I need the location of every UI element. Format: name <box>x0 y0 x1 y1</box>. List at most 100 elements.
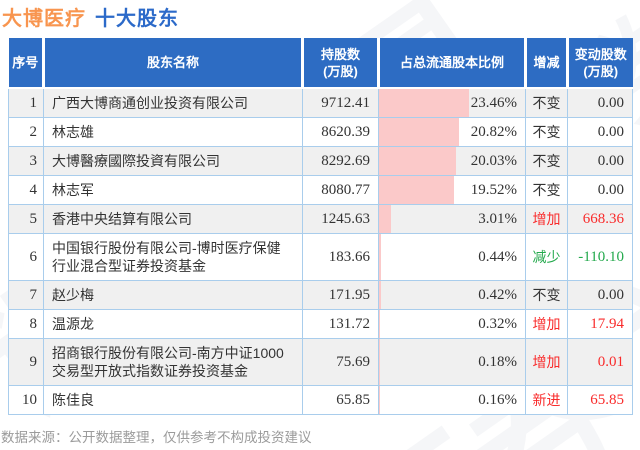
pct-data-bar <box>379 89 469 117</box>
pct-value: 0.32% <box>478 316 517 332</box>
shareholder-name-cell: 林志雄 <box>43 117 303 147</box>
pct-value: 20.82% <box>470 124 517 140</box>
shares-held-cell: 65.85 <box>302 385 379 415</box>
shares-changed-cell: 17.94 <box>567 309 633 339</box>
shareholder-name-cell: 大博醫療國際投資有限公司 <box>43 146 303 176</box>
shareholder-row: 6 中国银行股份有限公司-博时医疗保健行业混合型证券投资基金 183.66 0.… <box>8 233 633 281</box>
change-direction-cell: 新进 <box>525 385 568 415</box>
shareholder-name-cell: 林志军 <box>43 175 303 205</box>
shareholder-row: 2 林志雄 8620.39 20.82% 不变 0.00 <box>8 117 633 147</box>
shareholder-table: 序号 股东名称 持股数 (万股) 占总流通股本比例 增减 变动股数 (万股) 1… <box>8 38 633 415</box>
pct-value: 19.52% <box>470 182 517 198</box>
shares-changed-cell: 668.36 <box>567 204 633 234</box>
shares-changed-cell: 0.00 <box>567 87 633 118</box>
data-source-note: 数据来源：公开数据整理，仅供参考不构成投资建议 <box>1 430 312 445</box>
pct-of-float-cell: 20.82% <box>378 117 526 147</box>
shares-held-cell: 171.95 <box>302 280 379 310</box>
rank-cell: 5 <box>8 204 44 234</box>
pct-data-bar <box>379 234 381 280</box>
table-header: 序号 股东名称 持股数 (万股) 占总流通股本比例 增减 变动股数 (万股) <box>8 38 633 89</box>
pct-of-float-cell: 19.52% <box>378 175 526 205</box>
col-header-rank: 序号 <box>8 38 45 89</box>
pct-of-float-cell: 0.44% <box>378 233 526 281</box>
pct-value: 0.18% <box>478 354 517 370</box>
pct-of-float-cell: 3.01% <box>378 204 526 234</box>
rank-cell: 10 <box>8 385 44 415</box>
shareholder-row: 10 陈佳良 65.85 0.16% 新进 65.85 <box>8 385 633 415</box>
shareholder-name-cell: 招商银行股份有限公司-南方中证1000交易型开放式指数证券投资基金 <box>43 338 303 386</box>
shareholder-row: 7 赵少梅 171.95 0.42% 不变 0.00 <box>8 280 633 310</box>
shareholder-row: 1 广西大博商通创业投资有限公司 9712.41 23.46% 不变 0.00 <box>8 87 633 118</box>
shareholder-name-cell: 陈佳良 <box>43 385 303 415</box>
title-suffix: 十大股东 <box>95 8 179 30</box>
change-direction-cell: 不变 <box>525 280 568 310</box>
stock-name: 大博医疗 <box>2 8 86 30</box>
shares-held-cell: 8620.39 <box>302 117 379 147</box>
shares-held-cell: 75.69 <box>302 338 379 386</box>
shares-changed-cell: -110.10 <box>567 233 633 281</box>
change-direction-cell: 增加 <box>525 338 568 386</box>
pct-data-bar <box>379 339 380 385</box>
col-header-pct-of-float: 占总流通股本比例 <box>378 38 527 89</box>
change-direction-cell: 不变 <box>525 117 568 147</box>
rank-cell: 7 <box>8 280 44 310</box>
pct-of-float-cell: 23.46% <box>378 87 526 118</box>
col-header-change-direction: 增减 <box>525 38 569 89</box>
shares-held-cell: 1245.63 <box>302 204 379 234</box>
rank-cell: 6 <box>8 233 44 281</box>
pct-of-float-cell: 0.18% <box>378 338 526 386</box>
shares-held-cell: 131.72 <box>302 309 379 339</box>
shares-changed-cell: 0.00 <box>567 175 633 205</box>
shareholder-row: 3 大博醫療國際投資有限公司 8292.69 20.03% 不变 0.00 <box>8 146 633 176</box>
change-direction-cell: 增加 <box>525 204 568 234</box>
pct-value: 0.44% <box>478 249 517 265</box>
shares-changed-cell: 0.00 <box>567 117 633 147</box>
rank-cell: 8 <box>8 309 44 339</box>
shares-changed-cell: 65.85 <box>567 385 633 415</box>
page-title: 大博医疗 十大股东 <box>2 2 179 31</box>
shares-held-cell: 183.66 <box>302 233 379 281</box>
shareholder-name-cell: 温源龙 <box>43 309 303 339</box>
shareholder-row: 5 香港中央结算有限公司 1245.63 3.01% 增加 668.36 <box>8 204 633 234</box>
pct-value: 23.46% <box>470 95 517 111</box>
change-direction-cell: 增加 <box>525 309 568 339</box>
pct-value: 0.16% <box>478 392 517 408</box>
rank-cell: 1 <box>8 87 44 118</box>
rank-cell: 9 <box>8 338 44 386</box>
shareholder-row: 4 林志军 8080.77 19.52% 不变 0.00 <box>8 175 633 205</box>
shares-changed-cell: 0.00 <box>567 280 633 310</box>
col-header-shares-changed: 变动股数 (万股) <box>567 38 633 89</box>
col-header-shares-held: 持股数 (万股) <box>302 38 380 89</box>
shareholder-name-cell: 广西大博商通创业投资有限公司 <box>43 87 303 118</box>
pct-value: 3.01% <box>478 211 517 227</box>
pct-value: 0.42% <box>478 287 517 303</box>
pct-data-bar <box>379 205 391 233</box>
pct-of-float-cell: 20.03% <box>378 146 526 176</box>
pct-data-bar <box>379 118 459 146</box>
shareholder-name-cell: 赵少梅 <box>43 280 303 310</box>
pct-data-bar <box>379 310 380 338</box>
pct-value: 20.03% <box>470 153 517 169</box>
shares-changed-cell: 0.00 <box>567 146 633 176</box>
shares-held-cell: 9712.41 <box>302 87 379 118</box>
rank-cell: 3 <box>8 146 44 176</box>
rank-cell: 4 <box>8 175 44 205</box>
pct-data-bar <box>379 386 380 414</box>
col-header-shareholder-name: 股东名称 <box>43 38 304 89</box>
shareholder-name-cell: 香港中央结算有限公司 <box>43 204 303 234</box>
shares-held-cell: 8080.77 <box>302 175 379 205</box>
shares-changed-cell: 0.01 <box>567 338 633 386</box>
pct-data-bar <box>379 147 456 175</box>
shareholder-name-cell: 中国银行股份有限公司-博时医疗保健行业混合型证券投资基金 <box>43 233 303 281</box>
change-direction-cell: 不变 <box>525 175 568 205</box>
pct-of-float-cell: 0.42% <box>378 280 526 310</box>
shareholder-row: 8 温源龙 131.72 0.32% 增加 17.94 <box>8 309 633 339</box>
pct-data-bar <box>379 281 381 309</box>
shareholder-row: 9 招商银行股份有限公司-南方中证1000交易型开放式指数证券投资基金 75.6… <box>8 338 633 386</box>
change-direction-cell: 不变 <box>525 87 568 118</box>
pct-data-bar <box>379 176 454 204</box>
pct-of-float-cell: 0.16% <box>378 385 526 415</box>
change-direction-cell: 不变 <box>525 146 568 176</box>
pct-of-float-cell: 0.32% <box>378 309 526 339</box>
shareholder-table-body: 1 广西大博商通创业投资有限公司 9712.41 23.46% 不变 0.00 … <box>8 87 633 415</box>
